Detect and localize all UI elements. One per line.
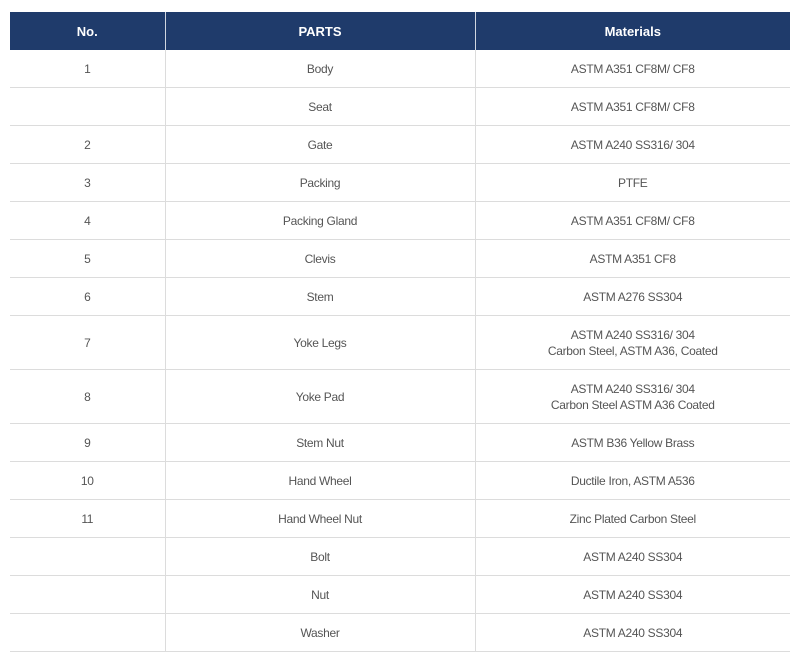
cell-no: 5: [10, 239, 165, 278]
cell-material: ASTM A240 SS304: [474, 575, 790, 614]
cell-part: Yoke Pad: [164, 369, 475, 424]
material-line: ASTM A240 SS316/ 304: [570, 381, 695, 396]
cell-part: Yoke Legs: [164, 315, 475, 370]
table-row: 9 Stem Nut ASTM B36 Yellow Brass: [10, 423, 790, 462]
cell-no: 10: [10, 461, 165, 500]
cell-part: Seat: [164, 87, 475, 126]
cell-part: Washer: [164, 613, 475, 652]
table-row: 6 Stem ASTM A276 SS304: [10, 277, 790, 316]
table-row: 7 Yoke Legs ASTM A240 SS316/ 304 Carbon Ste…: [10, 315, 790, 370]
table-row: 2 Gate ASTM A240 SS316/ 304: [10, 125, 790, 164]
table-row: 10 Hand Wheel Ductile Iron, ASTM A536: [10, 461, 790, 500]
cell-no: 3: [10, 163, 165, 202]
header-materials: Materials: [474, 12, 790, 50]
cell-part: Hand Wheel Nut: [164, 499, 475, 538]
material-line: ASTM A276 SS304: [583, 289, 683, 304]
material-line: Ductile Iron, ASTM A536: [570, 473, 695, 488]
material-line: Carbon Steel, ASTM A36, Coated: [547, 343, 718, 358]
cell-no: 8: [10, 369, 165, 424]
cell-no: [10, 87, 165, 126]
material-line: ASTM A240 SS304: [583, 587, 683, 602]
cell-no: [10, 575, 165, 614]
table-row: Bolt ASTM A240 SS304: [10, 537, 790, 576]
cell-part: Nut: [164, 575, 475, 614]
cell-material: ASTM A240 SS316/ 304 Carbon Steel ASTM A3…: [474, 369, 790, 424]
cell-part: Packing Gland: [164, 201, 475, 240]
table-row: 11 Hand Wheel Nut Zinc Plated Carbon Steel: [10, 499, 790, 538]
cell-no: 9: [10, 423, 165, 462]
table-row: Washer ASTM A240 SS304: [10, 613, 790, 652]
material-line: ASTM A240 SS316/ 304: [570, 137, 695, 152]
cell-no: 7: [10, 315, 165, 370]
cell-no: [10, 537, 165, 576]
cell-part: Stem: [164, 277, 475, 316]
cell-material: ASTM B36 Yellow Brass: [474, 423, 790, 462]
table-row: 3 Packing PTFE: [10, 163, 790, 202]
material-line: ASTM B36 Yellow Brass: [571, 435, 695, 450]
cell-no: [10, 613, 165, 652]
material-line: ASTM A240 SS316/ 304: [570, 327, 695, 342]
material-line: ASTM A351 CF8: [589, 251, 676, 266]
cell-material: ASTM A240 SS316/ 304: [474, 125, 790, 164]
table-row: 5 Clevis ASTM A351 CF8: [10, 239, 790, 278]
material-line: ASTM A351 CF8M/ CF8: [570, 99, 695, 114]
cell-part: Hand Wheel: [164, 461, 475, 500]
table-row: 4 Packing Gland ASTM A351 CF8M/ CF8: [10, 201, 790, 240]
table-row: Nut ASTM A240 SS304: [10, 575, 790, 614]
material-line: ASTM A240 SS304: [583, 625, 683, 640]
material-line: PTFE: [618, 175, 648, 190]
cell-no: 2: [10, 125, 165, 164]
cell-material: ASTM A351 CF8M/ CF8: [474, 87, 790, 126]
header-parts: PARTS: [164, 12, 475, 50]
cell-part: Stem Nut: [164, 423, 475, 462]
material-line: ASTM A351 CF8M/ CF8: [570, 61, 695, 76]
cell-part: Packing: [164, 163, 475, 202]
header-no: No.: [10, 12, 165, 50]
cell-part: Body: [164, 50, 475, 88]
cell-no: 11: [10, 499, 165, 538]
cell-part: Bolt: [164, 537, 475, 576]
material-line: Carbon Steel ASTM A36 Coated: [550, 397, 715, 412]
material-line: ASTM A351 CF8M/ CF8: [570, 213, 695, 228]
cell-no: 6: [10, 277, 165, 316]
table-row: 8 Yoke Pad ASTM A240 SS316/ 304 Carbon Stee…: [10, 369, 790, 424]
cell-material: Ductile Iron, ASTM A536: [474, 461, 790, 500]
table-row: Seat ASTM A351 CF8M/ CF8: [10, 87, 790, 126]
cell-material: Zinc Plated Carbon Steel: [474, 499, 790, 538]
parts-materials-table: No. PARTS Materials 1 Body ASTM A351 CF8M/…: [10, 12, 790, 652]
cell-material: PTFE: [474, 163, 790, 202]
material-line: Zinc Plated Carbon Steel: [569, 511, 697, 526]
cell-part: Clevis: [164, 239, 475, 278]
cell-material: ASTM A351 CF8: [474, 239, 790, 278]
cell-material: ASTM A240 SS304: [474, 613, 790, 652]
table-row: 1 Body ASTM A351 CF8M/ CF8: [10, 50, 790, 88]
cell-part: Gate: [164, 125, 475, 164]
cell-no: 1: [10, 50, 165, 88]
cell-material: ASTM A351 CF8M/ CF8: [474, 50, 790, 88]
cell-material: ASTM A240 SS304: [474, 537, 790, 576]
cell-no: 4: [10, 201, 165, 240]
cell-material: ASTM A351 CF8M/ CF8: [474, 201, 790, 240]
cell-material: ASTM A240 SS316/ 304 Carbon Steel, ASTM A…: [474, 315, 790, 370]
cell-material: ASTM A276 SS304: [474, 277, 790, 316]
header-row: No. PARTS Materials: [10, 12, 790, 50]
material-line: ASTM A240 SS304: [583, 549, 683, 564]
